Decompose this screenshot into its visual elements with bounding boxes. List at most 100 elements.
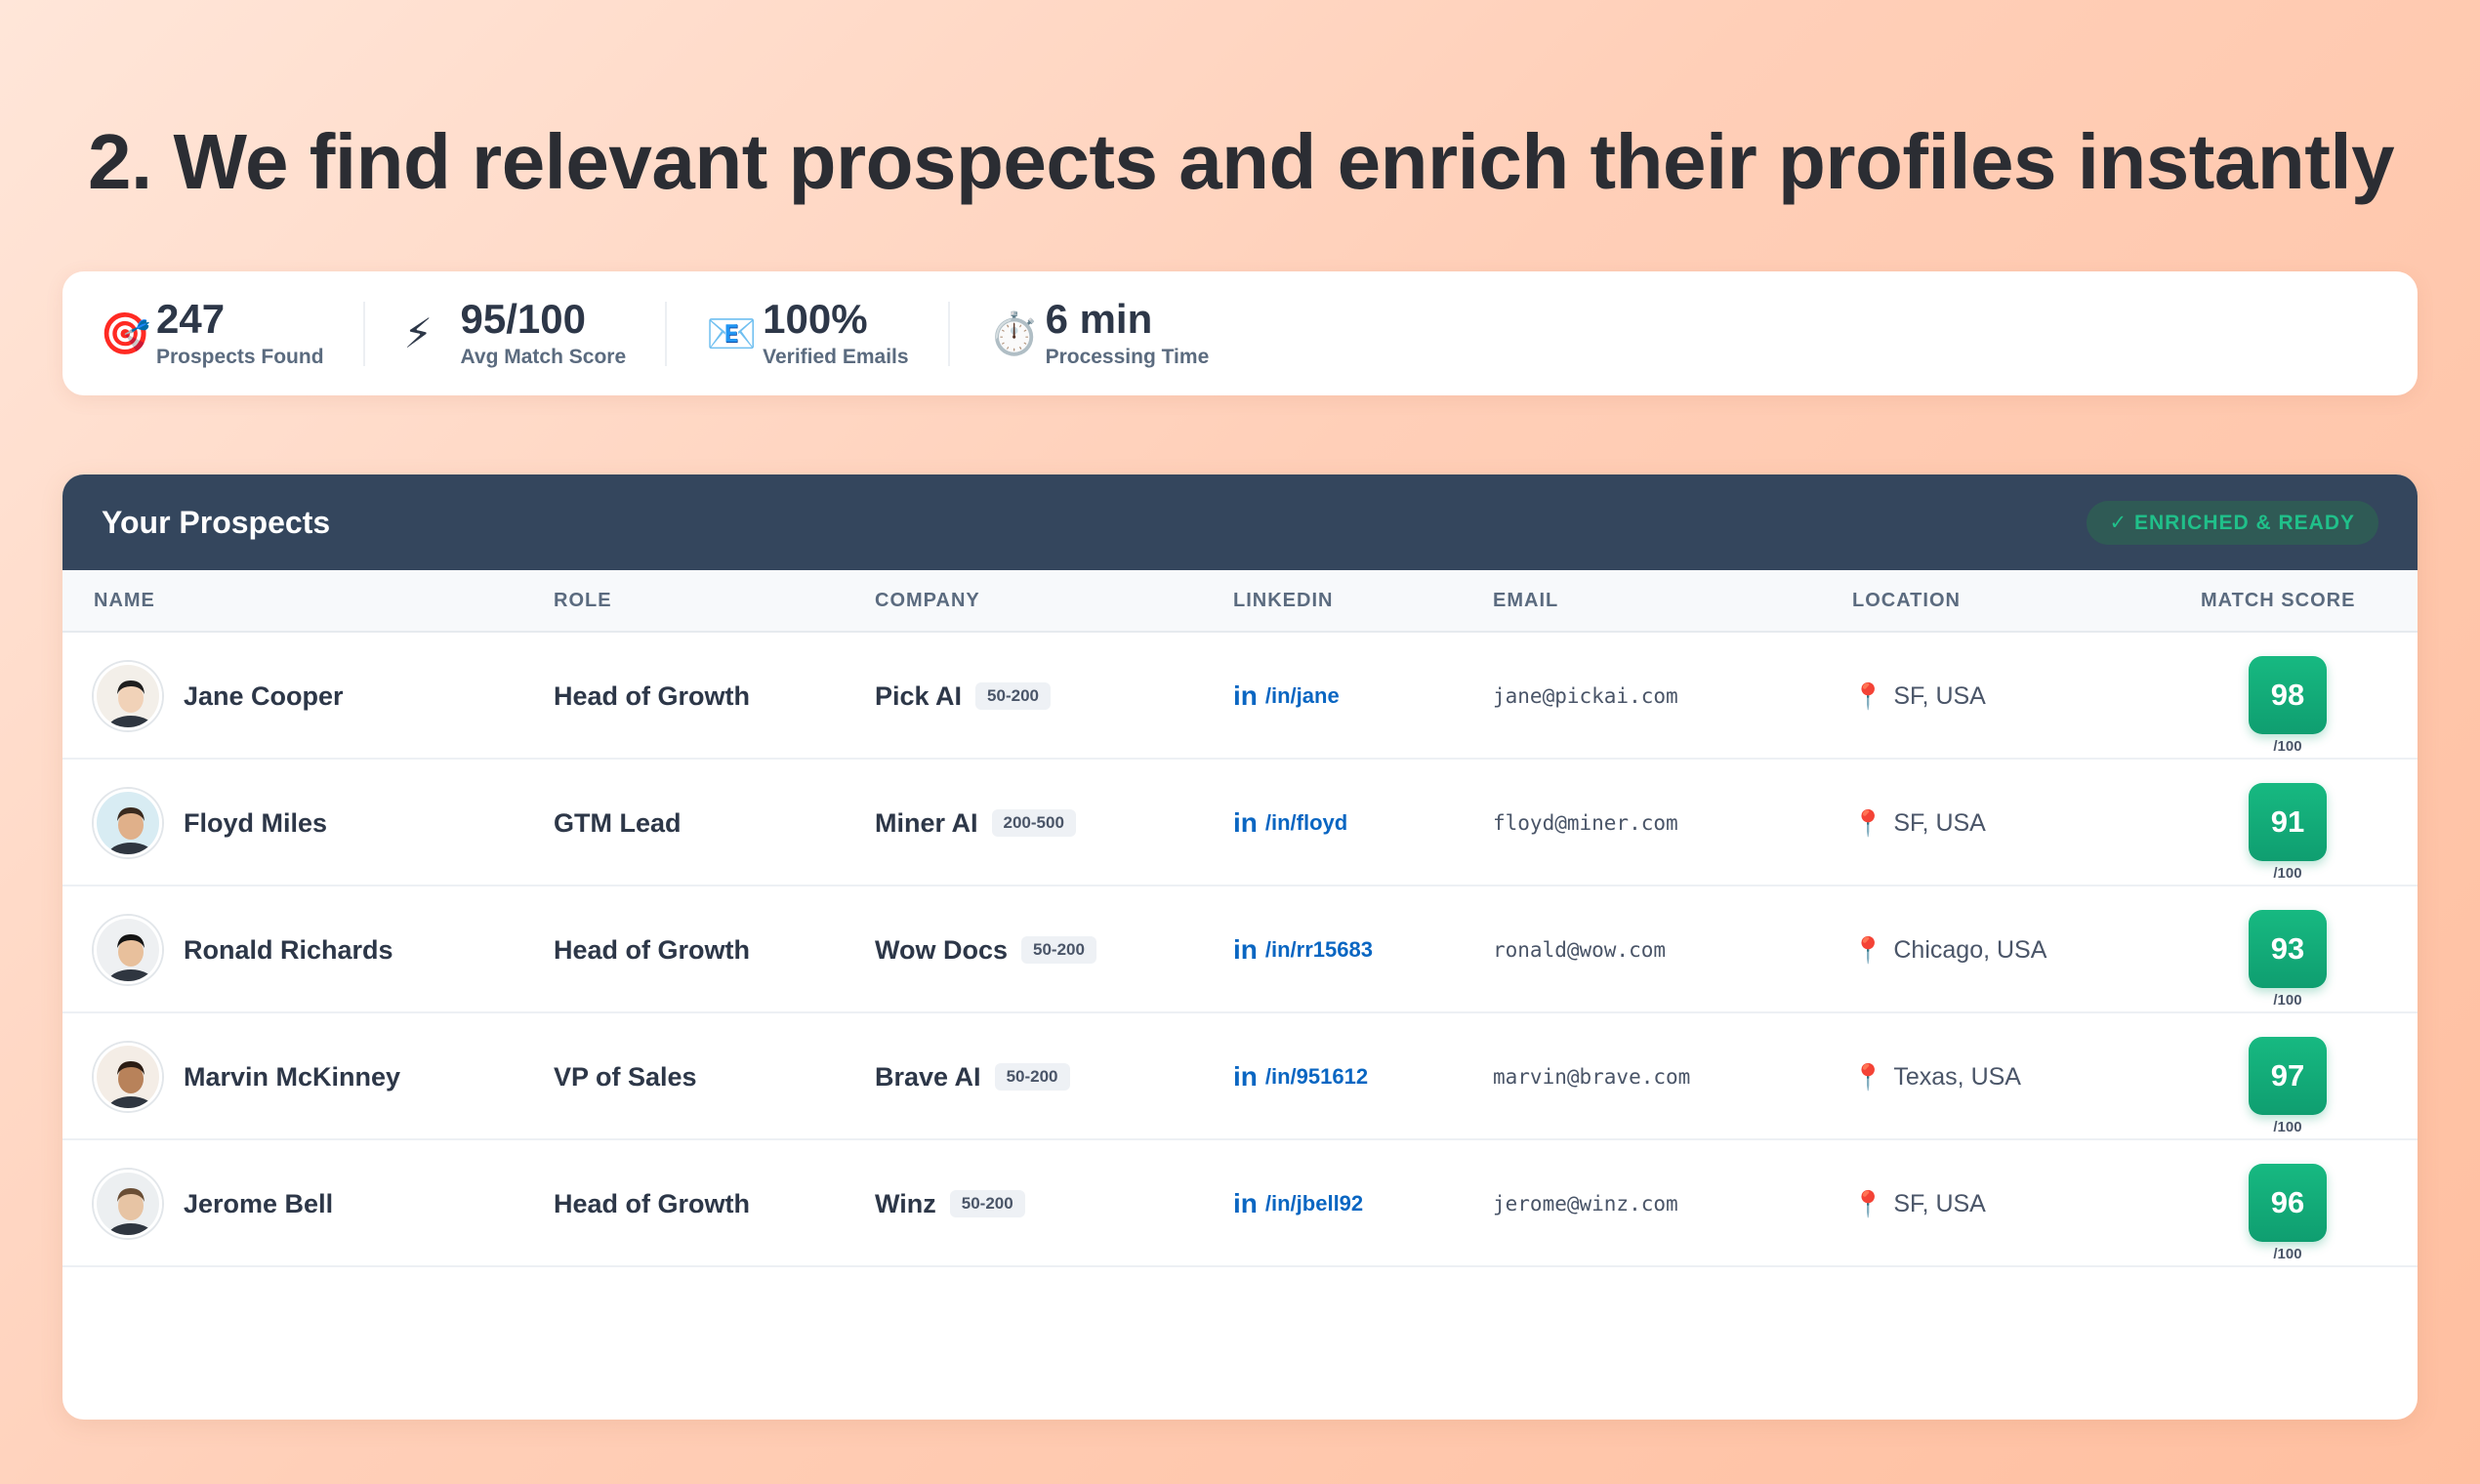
company-size-badge: 50-200 [1021,936,1096,964]
stat-processing-time: ⏱️ 6 min Processing Time [947,298,1249,368]
table-row[interactable]: Ronald Richards Head of Growth Wow Docs … [62,886,2418,1013]
stat-label: Avg Match Score [460,345,627,368]
prospect-role: VP of Sales [554,1061,697,1092]
company-cell: Wow Docs 50-200 [875,886,1096,1013]
prospect-email[interactable]: marvin@brave.com [1493,1065,1691,1089]
stat-prospects-found: 🎯 247 Prospects Found [100,298,363,368]
match-score-cell: 97 /100 [2239,1037,2336,1135]
match-score-suffix: /100 [2273,1246,2302,1262]
location-cell: 📍 Texas, USA [1852,1013,2021,1140]
location-cell: 📍 SF, USA [1852,1140,1986,1267]
prospect-role: Head of Growth [554,934,750,965]
avatar-image [97,919,159,981]
prospect-name: Marvin McKinney [184,1061,401,1092]
company-size-badge: 50-200 [975,682,1051,710]
column-header-row: NAME ROLE COMPANY LINKEDIN EMAIL LOCATIO… [62,570,2418,633]
match-score-badge: 98 [2249,656,2327,734]
email-cell: jerome@winz.com [1493,1140,1678,1267]
match-score-badge: 97 [2249,1037,2327,1115]
name-cell: Floyd Miles [94,760,327,886]
prospect-email[interactable]: ronald@wow.com [1493,938,1667,962]
avatar-image [97,665,159,727]
avatar[interactable] [94,1043,162,1111]
email-icon: 📧 [706,309,758,356]
linkedin-link[interactable]: /in/floyd [1264,810,1348,835]
prospect-location: SF, USA [1893,1189,1986,1217]
table-row[interactable]: Marvin McKinney VP of Sales Brave AI 50-… [62,1013,2418,1140]
page-headline: 2. We find relevant prospects and enrich… [88,118,2395,205]
match-score-cell: 93 /100 [2239,910,2336,1009]
linkedin-cell: in /in/951612 [1233,1013,1368,1140]
stat-label: Prospects Found [156,345,324,368]
linkedin-link[interactable]: /in/rr15683 [1264,937,1373,962]
match-score-suffix: /100 [2273,1119,2302,1135]
prospect-company: Wow Docs [875,934,1009,965]
stopwatch-icon: ⏱️ [988,309,1040,356]
name-cell: Marvin McKinney [94,1013,400,1140]
stat-label: Processing Time [1045,345,1210,368]
role-cell: Head of Growth [554,1140,750,1267]
prospect-name: Floyd Miles [184,807,328,838]
avatar[interactable] [94,662,162,730]
status-badge: ✓ ENRICHED & READY [2086,500,2378,545]
avatar[interactable] [94,1170,162,1238]
avatar-image [97,792,159,854]
column-header-location[interactable]: LOCATION [1852,590,1961,611]
stat-value: 95/100 [460,296,586,343]
prospect-name: Jerome Bell [184,1188,334,1218]
linkedin-link[interactable]: /in/jbell92 [1264,1191,1364,1216]
linkedin-icon: in [1233,1188,1258,1218]
prospect-company: Miner AI [875,807,978,838]
company-size-badge: 200-500 [991,809,1076,837]
prospect-company: Pick AI [875,680,963,711]
company-cell: Pick AI 50-200 [875,633,1051,760]
table-row[interactable]: Jerome Bell Head of Growth Winz 50-200 i… [62,1140,2418,1267]
table-title: Your Prospects [102,504,331,540]
prospect-email[interactable]: jerome@winz.com [1493,1192,1678,1216]
table-header: Your Prospects ✓ ENRICHED & READY [62,474,2418,570]
table-body: Jane Cooper Head of Growth Pick AI 50-20… [62,633,2418,1267]
location-pin-icon: 📍 [1852,934,1884,965]
stat-value: 100% [763,296,868,343]
match-score-suffix: /100 [2273,992,2302,1009]
table-row[interactable]: Floyd Miles GTM Lead Miner AI 200-500 in… [62,760,2418,886]
column-header-email[interactable]: EMAIL [1493,590,1559,611]
column-header-role[interactable]: ROLE [554,590,612,611]
prospect-name: Ronald Richards [184,934,393,965]
prospect-location: Chicago, USA [1893,935,2047,964]
match-score-suffix: /100 [2273,865,2302,882]
table-row[interactable]: Jane Cooper Head of Growth Pick AI 50-20… [62,633,2418,760]
location-cell: 📍 SF, USA [1852,760,1986,886]
avatar-image [97,1046,159,1108]
prospect-name: Jane Cooper [184,680,344,711]
email-cell: jane@pickai.com [1493,633,1678,760]
name-cell: Jane Cooper [94,633,344,760]
role-cell: VP of Sales [554,1013,697,1140]
stat-label: Verified Emails [763,345,909,368]
role-cell: Head of Growth [554,633,750,760]
stat-avg-match-score: ⚡ 95/100 Avg Match Score [362,298,666,368]
column-header-company[interactable]: COMPANY [875,590,980,611]
prospect-email[interactable]: floyd@miner.com [1493,811,1678,835]
avatar-image [97,1173,159,1235]
avatar[interactable] [94,789,162,857]
company-cell: Brave AI 50-200 [875,1013,1070,1140]
prospect-location: Texas, USA [1893,1062,2021,1091]
match-score-badge: 93 [2249,910,2327,988]
name-cell: Ronald Richards [94,886,393,1013]
location-pin-icon: 📍 [1852,680,1884,711]
match-score-cell: 91 /100 [2239,783,2336,882]
stats-bar: 🎯 247 Prospects Found ⚡ 95/100 Avg Match… [62,271,2418,395]
column-header-name[interactable]: NAME [94,590,155,611]
prospect-company: Winz [875,1188,936,1218]
company-cell: Miner AI 200-500 [875,760,1076,886]
linkedin-link[interactable]: /in/jane [1264,683,1340,708]
match-score-badge: 91 [2249,783,2327,861]
prospect-role: Head of Growth [554,1188,750,1218]
linkedin-icon: in [1233,680,1258,711]
prospect-email[interactable]: jane@pickai.com [1493,684,1678,708]
column-header-linkedin[interactable]: LINKEDIN [1233,590,1334,611]
column-header-match-score[interactable]: MATCH SCORE [2201,590,2356,611]
linkedin-link[interactable]: /in/951612 [1264,1064,1369,1089]
avatar[interactable] [94,916,162,984]
